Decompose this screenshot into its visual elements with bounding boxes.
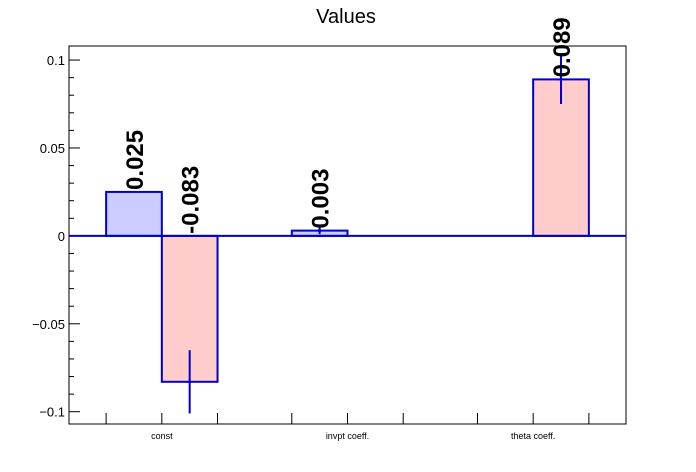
data-label: 0.089 bbox=[549, 17, 576, 77]
data-label: -0.083 bbox=[178, 166, 205, 234]
y-tick-label: 0.05 bbox=[40, 141, 65, 156]
bars-group bbox=[69, 54, 626, 414]
x-category-label: theta coeff. bbox=[511, 431, 555, 441]
error-bar-marker bbox=[188, 380, 192, 384]
bar bbox=[105, 190, 163, 237]
error-bar-marker bbox=[318, 229, 322, 233]
y-axis: −0.1 −0.05 0 0.05 0.1 bbox=[32, 53, 80, 420]
y-tick-label: 0.1 bbox=[47, 53, 65, 68]
data-label: 0.025 bbox=[122, 130, 149, 190]
y-tick-label: 0 bbox=[58, 229, 65, 244]
error-bar-marker bbox=[559, 77, 563, 82]
x-axis: const invpt coeff. theta coeff. bbox=[105, 413, 590, 441]
y-tick-label: −0.05 bbox=[32, 317, 65, 332]
chart-title: Values bbox=[316, 6, 376, 28]
y-tick-label: −0.1 bbox=[39, 405, 65, 420]
x-category-label: const bbox=[151, 431, 173, 441]
data-label: 0.003 bbox=[308, 169, 335, 229]
x-category-label: invpt coeff. bbox=[326, 431, 369, 441]
data-labels-group: 0.025 0.003 -0.083 0.089 bbox=[122, 17, 576, 234]
